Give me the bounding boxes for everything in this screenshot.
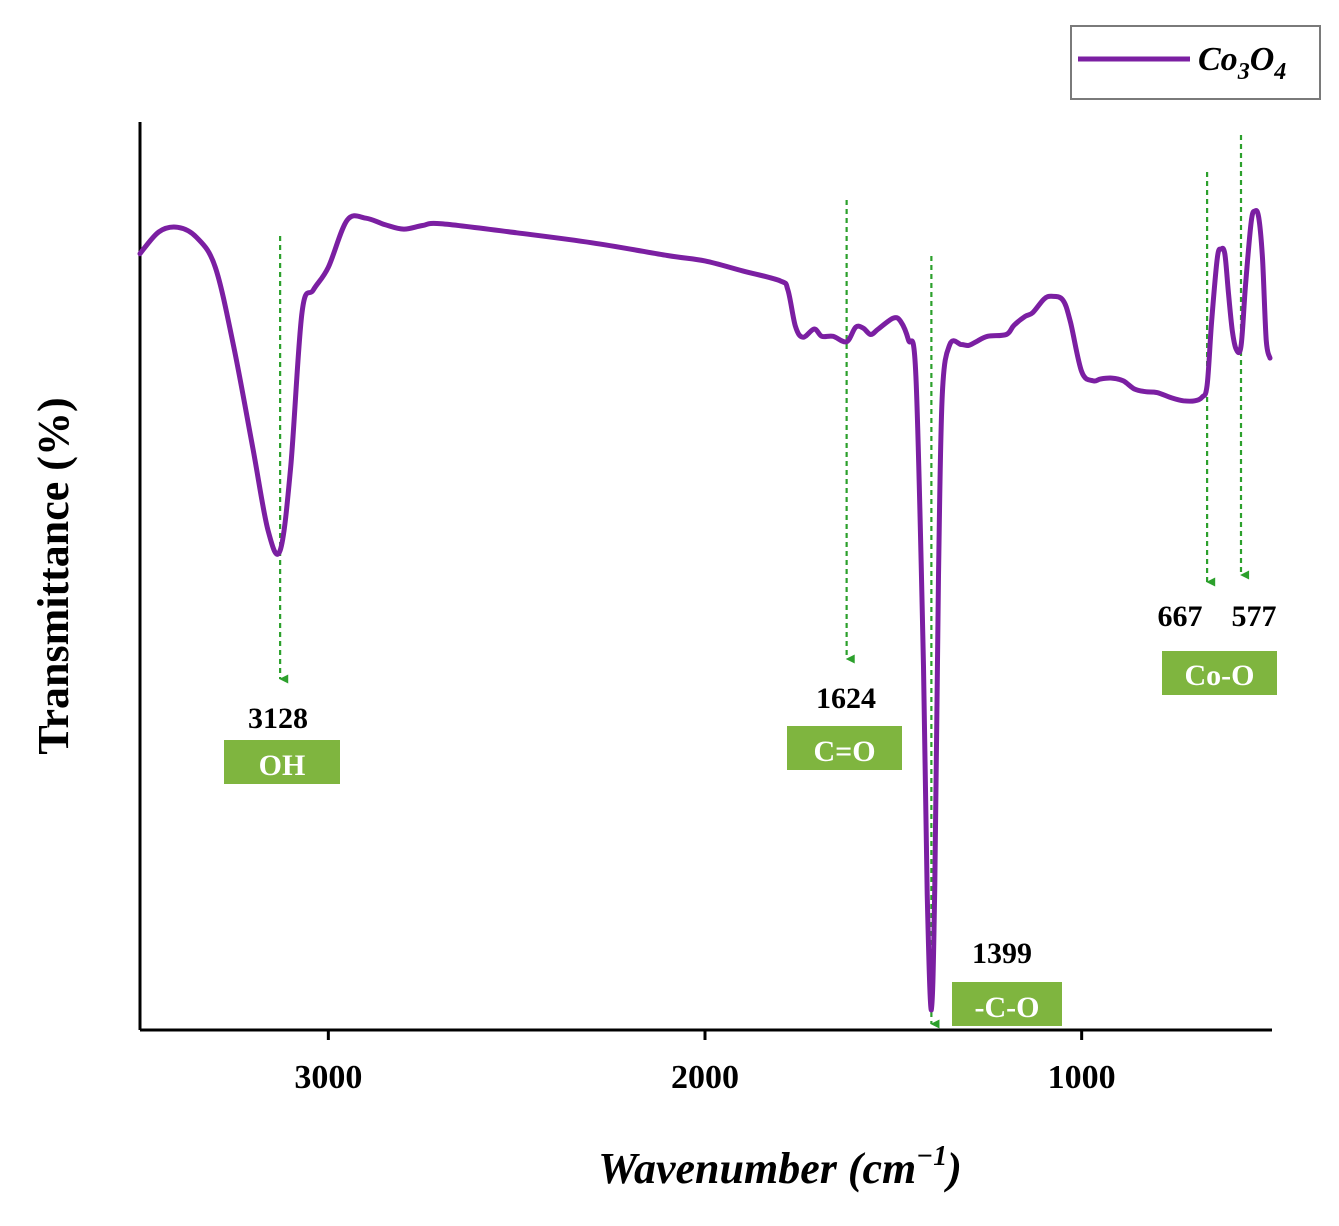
- legend-label-sub3: 3: [1237, 59, 1250, 85]
- peak-value-577: 577: [1232, 600, 1277, 633]
- group-tag-3128: [224, 740, 340, 784]
- group-label-667: Co-O: [1185, 659, 1255, 692]
- legend-label-sub4: 4: [1273, 59, 1286, 85]
- group-label-1399: -C-O: [975, 991, 1040, 1024]
- peak-markers: [279, 135, 1250, 1029]
- x-tick-label-2000: 2000: [671, 1059, 739, 1096]
- peak-value-667: 667: [1158, 600, 1203, 633]
- x-tick-label-1000: 1000: [1048, 1059, 1116, 1096]
- legend-label-co: Co: [1198, 41, 1238, 78]
- group-label-3128: OH: [259, 749, 306, 782]
- spectrum-line-co3o4: [137, 208, 1273, 1013]
- peak-value-1399: 1399: [972, 937, 1032, 970]
- x-axis-title-main: Wavenumber (cm: [598, 1144, 916, 1193]
- x-tick-label-3000: 3000: [294, 1059, 362, 1096]
- group-tag-1399: [952, 982, 1062, 1026]
- legend-label-o: O: [1250, 41, 1275, 78]
- x-ticks: 3000 2000 1000: [294, 1030, 1116, 1096]
- group-tag-667: [1162, 651, 1277, 695]
- y-axis-title: Transmittance (%): [29, 397, 78, 754]
- x-axis-title-exp: −1: [916, 1141, 947, 1172]
- peak-value-1624: 1624: [816, 682, 876, 715]
- legend-box: [1070, 25, 1321, 100]
- x-axis-title: Wavenumber (cm−1): [598, 1141, 962, 1193]
- x-axis-title-close: ): [943, 1144, 962, 1193]
- group-label-1624: C=O: [813, 735, 875, 768]
- peak-value-3128: 3128: [248, 702, 308, 735]
- peak-labels: 3128 OH 1624 C=O 1399 -C-O 667 Co-O 577: [224, 600, 1277, 1026]
- legend: Co3O4: [1070, 25, 1321, 100]
- legend-label: Co3O4: [1198, 41, 1286, 85]
- group-tag-1624: [787, 726, 902, 770]
